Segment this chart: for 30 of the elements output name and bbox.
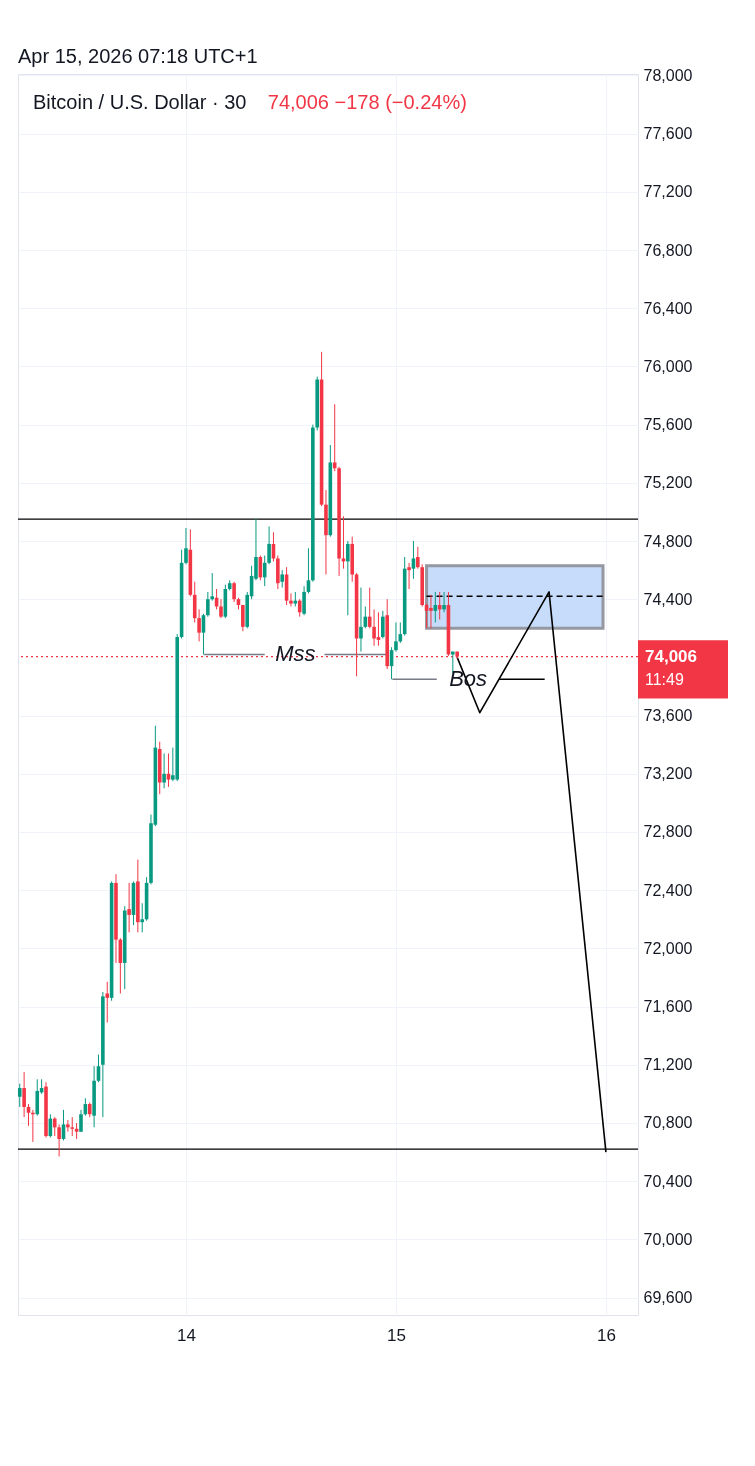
x-tick-label: 14 — [177, 1325, 196, 1345]
y-tick-label: 76,800 — [643, 241, 693, 259]
y-tick-label: 78,000 — [643, 66, 693, 84]
text: 11:49 — [645, 670, 684, 688]
y-tick-label: 77,600 — [643, 125, 693, 143]
y-tick-label: 72,000 — [643, 939, 693, 957]
y-tick-label: 77,200 — [643, 183, 693, 201]
y-tick-label: 70,000 — [643, 1230, 693, 1248]
text: Apr 15, 2026 07:18 UTC+1 — [18, 45, 258, 67]
y-tick-label: 73,600 — [643, 707, 693, 725]
y-tick-label: 72,800 — [643, 823, 693, 841]
text: Bitcoin / U.S. Dollar · 30 — [33, 91, 247, 113]
y-tick-label: 74,800 — [643, 532, 693, 550]
annotation: Mss — [275, 641, 316, 667]
y-tick-label: 70,800 — [643, 1114, 693, 1132]
annotation: 74,006 −178 (−0.24%) — [267, 91, 467, 113]
y-tick-label: 70,400 — [643, 1172, 693, 1190]
y-tick-label: 76,000 — [643, 357, 693, 375]
y-tick-label: 72,400 — [643, 881, 693, 899]
y-tick-label: 71,600 — [643, 998, 693, 1016]
y-tick-label: 69,600 — [643, 1289, 693, 1307]
y-tick-label: 74,400 — [643, 590, 693, 608]
y-tick-label: 75,200 — [643, 474, 693, 492]
y-tick-label: 75,600 — [643, 416, 693, 434]
y-tick-label: 71,200 — [643, 1056, 693, 1074]
x-tick-label: 15 — [386, 1325, 406, 1345]
ref-line-label: 74,006 — [645, 646, 697, 666]
y-tick-label: 76,400 — [643, 299, 693, 317]
x-tick-label: 16 — [596, 1325, 616, 1345]
y-tick-label: 73,200 — [643, 765, 693, 783]
